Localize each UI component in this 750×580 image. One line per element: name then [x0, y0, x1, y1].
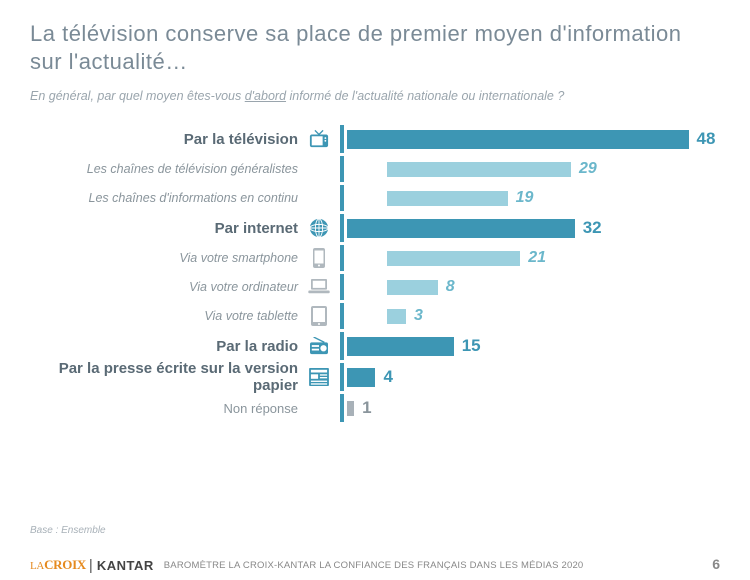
chart-row: Par la presse écrite sur la version papi… — [30, 363, 720, 391]
chart-row: Par la radio 15 — [30, 332, 720, 360]
axis-segment — [340, 185, 344, 211]
row-label: Les chaînes de télévision généralistes — [87, 162, 298, 176]
row-label: Les chaînes d'informations en continu — [89, 191, 298, 205]
axis-segment — [340, 363, 344, 391]
axis-segment — [340, 332, 344, 360]
footer: LACROIX | KANTAR BAROMÈTRE LA CROIX-KANT… — [0, 550, 750, 580]
chart-row: Non réponse 1 — [30, 394, 720, 422]
base-note: Base : Ensemble — [30, 525, 106, 536]
bar — [347, 368, 375, 387]
chart-row: Via votre smartphone 21 — [30, 245, 720, 271]
bar-area: 4 — [347, 367, 720, 387]
row-icon-slot — [308, 248, 330, 268]
bar-chart: Par la télévision48Les chaînes de télévi… — [30, 125, 720, 422]
chart-row: Via votre ordinateur 8 — [30, 274, 720, 300]
axis-segment — [340, 125, 344, 153]
bar-area: 32 — [347, 218, 720, 238]
smartphone-icon — [313, 248, 325, 268]
row-label-area: Par la télévision — [30, 129, 340, 149]
chart-row: Les chaînes de télévision généralistes 29 — [30, 156, 720, 182]
globe-icon — [309, 218, 329, 238]
row-label: Par la presse écrite sur la version papi… — [48, 360, 298, 394]
row-icon-slot — [308, 129, 330, 149]
newspaper-icon — [309, 368, 329, 386]
bar — [347, 219, 575, 238]
brand-lacroix: LACROIX — [30, 557, 86, 573]
chart-row: Via votre tablette 3 — [30, 303, 720, 329]
bar-value: 1 — [362, 398, 371, 418]
axis-segment — [340, 303, 344, 329]
row-icon-slot — [308, 218, 330, 238]
bar — [347, 337, 454, 356]
row-label-area: Par internet — [30, 218, 340, 238]
chart-row: Par la télévision 48 — [30, 125, 720, 153]
row-label-area: Via votre ordinateur — [30, 279, 340, 295]
subtitle-post: informé de l'actualité nationale ou inte… — [286, 89, 564, 103]
axis-segment — [340, 245, 344, 271]
bar-area: 48 — [347, 129, 720, 149]
page-number: 6 — [712, 556, 720, 572]
row-label: Via votre tablette — [204, 309, 298, 323]
bar — [387, 251, 520, 266]
row-label: Via votre smartphone — [179, 251, 298, 265]
slide: La télévision conserve sa place de premi… — [0, 0, 750, 580]
bar-value: 15 — [462, 336, 481, 356]
bar-area: 3 — [347, 307, 720, 325]
row-label-area: Par la presse écrite sur la version papi… — [30, 360, 340, 394]
row-label: Par internet — [215, 220, 298, 237]
row-icon-slot — [308, 368, 330, 386]
bar-value: 32 — [583, 218, 602, 238]
tablet-icon — [311, 306, 327, 326]
bar-value: 29 — [579, 160, 597, 178]
chart-row: Par internet 32 — [30, 214, 720, 242]
row-icon-slot — [308, 279, 330, 295]
slide-title: La télévision conserve sa place de premi… — [30, 20, 720, 75]
footer-text: BAROMÈTRE LA CROIX-KANTAR LA CONFIANCE D… — [164, 560, 584, 571]
bar-area: 15 — [347, 336, 720, 356]
axis-segment — [340, 274, 344, 300]
row-label-area: Les chaînes de télévision généralistes — [30, 162, 340, 176]
row-label: Par la radio — [216, 338, 298, 355]
bar — [387, 191, 508, 206]
bar — [387, 280, 438, 295]
chart-row: Les chaînes d'informations en continu 19 — [30, 185, 720, 211]
bar-area: 8 — [347, 278, 720, 296]
subtitle-pre: En général, par quel moyen êtes-vous — [30, 89, 245, 103]
axis-segment — [340, 214, 344, 242]
row-icon-slot — [308, 337, 330, 355]
row-label: Par la télévision — [184, 131, 298, 148]
row-label: Non réponse — [224, 401, 298, 416]
bar-value: 19 — [516, 189, 534, 207]
bar-value: 21 — [528, 249, 546, 267]
axis-segment — [340, 156, 344, 182]
bar-value: 8 — [446, 278, 455, 296]
bar-area: 1 — [347, 398, 720, 418]
tv-icon — [308, 129, 330, 149]
row-label-area: Non réponse — [30, 401, 340, 416]
brand-divider: | — [89, 557, 93, 574]
bar — [387, 309, 406, 324]
bar — [387, 162, 571, 177]
bar — [347, 130, 689, 149]
subtitle-underlined: d'abord — [245, 89, 286, 103]
row-label-area: Les chaînes d'informations en continu — [30, 191, 340, 205]
bar-area: 19 — [347, 189, 720, 207]
row-label: Via votre ordinateur — [189, 280, 298, 294]
bar — [347, 401, 354, 416]
row-label-area: Via votre smartphone — [30, 248, 340, 268]
row-label-area: Par la radio — [30, 337, 340, 355]
axis-segment — [340, 394, 344, 422]
row-icon-slot — [308, 306, 330, 326]
bar-value: 48 — [697, 129, 716, 149]
radio-icon — [308, 337, 330, 355]
laptop-icon — [308, 279, 330, 295]
slide-subtitle: En général, par quel moyen êtes-vous d'a… — [30, 89, 720, 103]
row-label-area: Via votre tablette — [30, 306, 340, 326]
bar-value: 4 — [383, 367, 392, 387]
bar-area: 21 — [347, 249, 720, 267]
bar-area: 29 — [347, 160, 720, 178]
bar-value: 3 — [414, 307, 423, 325]
brand-kantar: KANTAR — [97, 558, 154, 573]
